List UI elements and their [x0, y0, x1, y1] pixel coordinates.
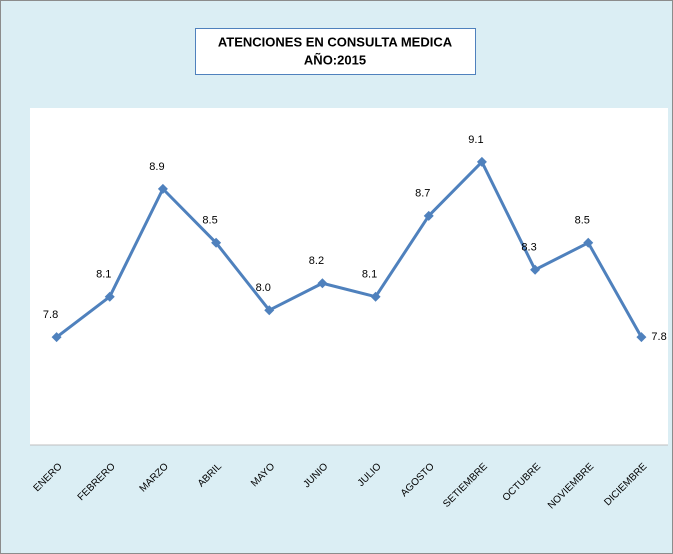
- data-label: 8.5: [202, 215, 217, 227]
- data-label: 8.3: [521, 242, 536, 254]
- data-label: 7.8: [651, 331, 666, 343]
- data-label: 8.9: [149, 161, 164, 173]
- marker: [104, 291, 115, 302]
- data-label: 8.0: [256, 282, 271, 294]
- marker: [583, 237, 594, 248]
- data-label: 8.5: [575, 215, 590, 227]
- marker: [476, 156, 487, 167]
- data-label: 9.1: [468, 134, 483, 146]
- marker: [530, 264, 541, 275]
- marker: [370, 291, 381, 302]
- marker: [264, 305, 275, 316]
- data-label: 8.7: [415, 188, 430, 200]
- data-label: 8.1: [362, 269, 377, 281]
- chart-subtitle: AÑO:2015: [304, 52, 366, 67]
- data-label: 8.1: [96, 269, 111, 281]
- marker: [317, 278, 328, 289]
- data-label: 8.2: [309, 255, 324, 267]
- marker: [157, 183, 168, 194]
- marker: [636, 332, 647, 343]
- marker: [51, 332, 62, 343]
- line: [55, 160, 643, 339]
- marker: [423, 210, 434, 221]
- plot-area: [30, 108, 668, 445]
- chart-title: ATENCIONES EN CONSULTA MEDICA: [218, 34, 453, 49]
- marker: [211, 237, 222, 248]
- title-box: [195, 28, 476, 75]
- data-label: 7.8: [43, 309, 58, 321]
